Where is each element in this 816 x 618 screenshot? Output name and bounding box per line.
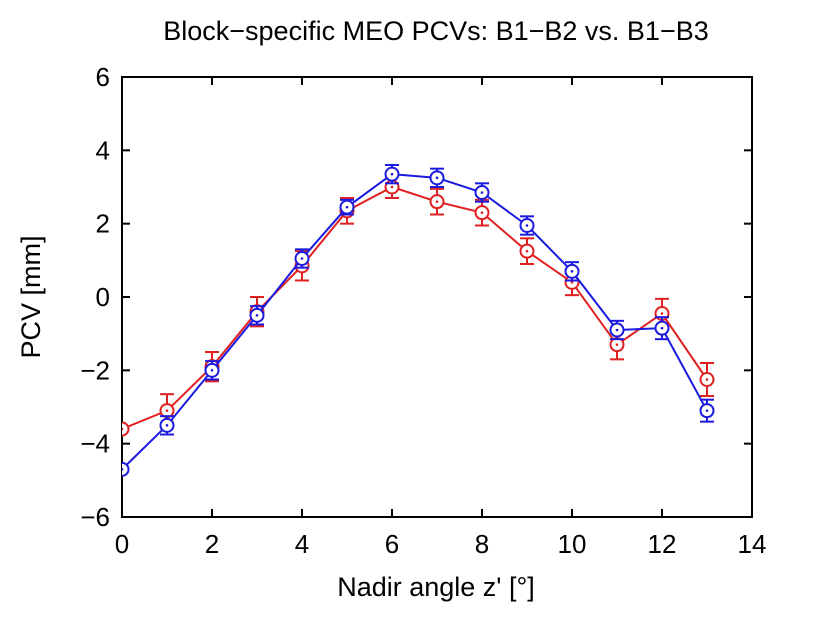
point-dot bbox=[435, 176, 439, 180]
x-tick-label: 14 bbox=[738, 529, 767, 559]
point-dot bbox=[210, 369, 214, 372]
point-dot bbox=[122, 468, 124, 471]
plot-area bbox=[122, 164, 715, 477]
point-dot bbox=[345, 205, 349, 209]
point-dot bbox=[570, 281, 574, 284]
x-tick-label: 6 bbox=[385, 529, 399, 559]
point-dot bbox=[615, 343, 619, 346]
y-tick-label: −2 bbox=[80, 355, 110, 385]
x-tick-label: 10 bbox=[558, 529, 587, 559]
point-dot bbox=[165, 424, 169, 427]
plot-frame bbox=[121, 76, 753, 518]
point-dot bbox=[165, 409, 169, 412]
point-dot bbox=[390, 185, 394, 189]
x-tick-label: 12 bbox=[648, 529, 677, 559]
x-tick-label: 2 bbox=[205, 529, 219, 559]
series-line bbox=[122, 173, 708, 471]
point-dot bbox=[480, 191, 484, 194]
point-dot bbox=[705, 409, 709, 412]
y-tick-label: −6 bbox=[80, 502, 110, 532]
y-tick-label: 4 bbox=[96, 135, 110, 165]
point-dot bbox=[570, 270, 574, 273]
y-tick-label: −4 bbox=[80, 429, 110, 459]
series-line bbox=[122, 185, 708, 430]
y-tick-label: 6 bbox=[96, 62, 110, 92]
point-dot bbox=[122, 427, 124, 431]
point-dot bbox=[705, 378, 709, 381]
x-tick-label: 0 bbox=[115, 529, 129, 559]
point bbox=[122, 421, 130, 437]
point-dot bbox=[660, 312, 664, 315]
point-dot bbox=[525, 249, 529, 253]
point-dot bbox=[525, 224, 529, 227]
chart-title: Block−specific MEO PCVs: B1−B2 vs. B1−B3 bbox=[163, 16, 708, 46]
y-tick-label: 0 bbox=[96, 282, 110, 312]
y-tick-label: 2 bbox=[96, 209, 110, 239]
point-dot bbox=[300, 257, 304, 260]
point bbox=[122, 461, 130, 477]
point-dot bbox=[660, 326, 664, 330]
point-dot bbox=[435, 200, 439, 203]
point-dot bbox=[255, 314, 259, 317]
y-axis-label: PCV [mm] bbox=[16, 235, 46, 358]
x-tick-label: 8 bbox=[475, 529, 489, 559]
x-tick-label: 4 bbox=[295, 529, 309, 559]
point-dot bbox=[615, 328, 619, 332]
point-dot bbox=[390, 172, 394, 176]
x-axis-label: Nadir angle z' [°] bbox=[337, 572, 535, 602]
point-dot bbox=[480, 211, 484, 214]
